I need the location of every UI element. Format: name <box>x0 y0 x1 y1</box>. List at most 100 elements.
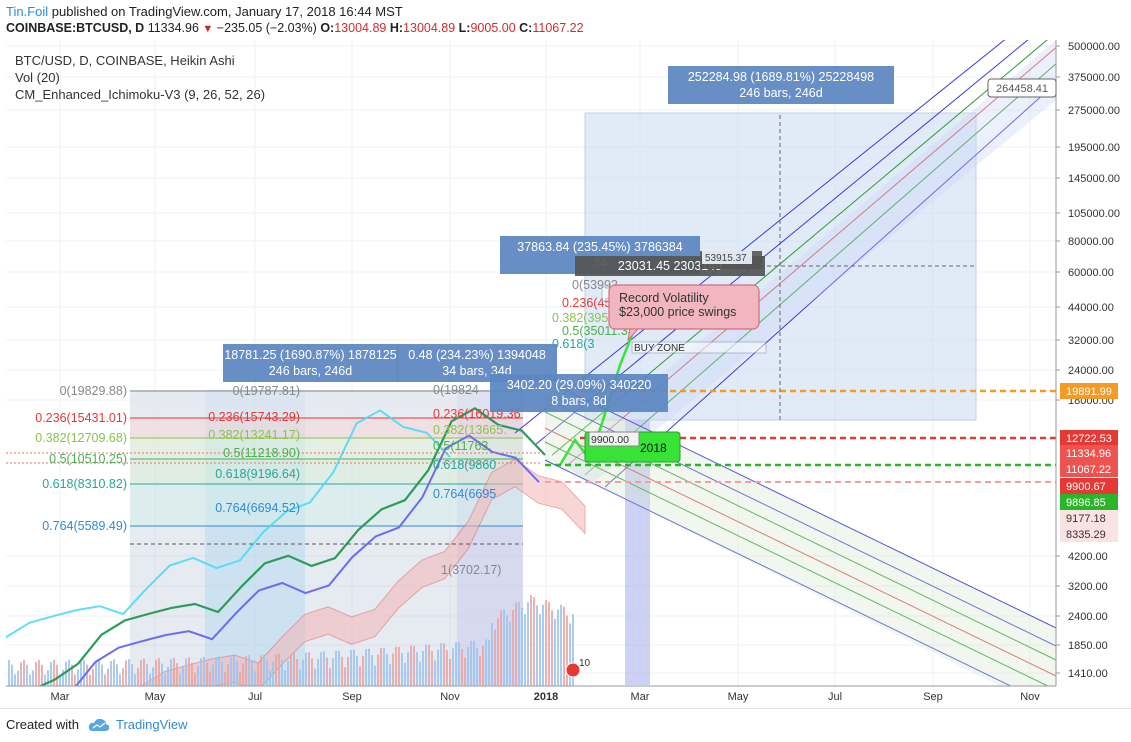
fib-mid-label: 0.764(6694.52) <box>215 501 300 515</box>
y-tick-label: 500000.00 <box>1068 41 1120 53</box>
volume-bar <box>176 663 178 686</box>
volume-bar <box>572 614 574 686</box>
volume-bar <box>461 648 463 686</box>
author-link[interactable]: Tin.Foil <box>6 4 49 19</box>
volume-bar <box>14 674 16 686</box>
callout-pointer <box>627 328 640 342</box>
price-label-text: 9900.67 <box>1066 481 1106 493</box>
footer: Created with TradingView <box>0 708 1131 742</box>
volume-bar <box>446 650 448 686</box>
volume-bar <box>263 654 265 686</box>
volume-bar <box>509 621 511 686</box>
change-value: −235.05 (−2.03%) <box>216 21 317 35</box>
volume-bar <box>119 674 121 686</box>
volume-bar <box>164 673 166 686</box>
y-tick-label: 1850.00 <box>1068 640 1108 652</box>
legend-indicator[interactable]: CM_Enhanced_Ichimoku-V3 (9, 26, 52, 26) <box>15 87 266 102</box>
volume-bar <box>569 623 571 686</box>
time-axis[interactable] <box>6 686 1130 708</box>
volume-bar <box>539 613 541 686</box>
fib-left-label: 0.382(12709.68) <box>35 431 127 445</box>
volume-bar <box>86 664 88 686</box>
volume-bar <box>383 647 385 686</box>
volume-bar <box>395 646 397 686</box>
created-with-label: Created with <box>6 717 79 732</box>
volume-bar <box>428 644 430 686</box>
price-label: 8335.29 <box>1060 526 1118 542</box>
chart-area[interactable]: 0(19829.88) 0.236(15431.01) 0.382(12709.68… <box>0 12 1130 742</box>
volume-bar <box>488 639 490 686</box>
volume-bar <box>233 655 235 686</box>
volume-bar <box>23 660 25 686</box>
volume-bar <box>128 658 130 686</box>
volume-bar <box>260 655 262 686</box>
volume-bar <box>116 664 118 686</box>
volume-bar <box>59 674 61 686</box>
volume-bar <box>320 651 322 686</box>
tradingview-logo-icon[interactable] <box>88 718 110 732</box>
volume-bar <box>221 661 223 686</box>
y-tick-label: 60000.00 <box>1068 267 1114 279</box>
volume-bar <box>20 662 22 686</box>
earnings-flag-icon[interactable] <box>565 662 581 678</box>
volume-bar <box>101 664 103 686</box>
volume-bar <box>308 652 310 686</box>
volume-bar <box>35 662 37 686</box>
fib-mid-label: 0(19787.81) <box>233 384 300 398</box>
volume-bar <box>365 649 367 686</box>
volume-bar <box>527 602 529 686</box>
price-chart[interactable]: 0(19829.88) 0.236(15431.01) 0.382(12709.68… <box>0 12 1130 742</box>
volume-bar <box>182 666 184 686</box>
volume-bar <box>44 674 46 686</box>
volume-bar <box>452 648 454 686</box>
price-label: 12722.53 <box>1060 430 1118 446</box>
price-label: 9900.67 <box>1060 478 1118 494</box>
legend-volume[interactable]: Vol (20) <box>15 70 60 85</box>
volume-bar <box>392 653 394 686</box>
volume-bar <box>173 657 175 686</box>
volume-bar <box>476 647 478 686</box>
volume-bar <box>293 653 295 686</box>
x-tick-label: Sep <box>342 691 362 703</box>
volume-bar <box>170 659 172 686</box>
pitchfork-up-line <box>514 12 1039 434</box>
volume-bar <box>137 667 139 686</box>
volume-bar <box>269 670 271 686</box>
price-label: 19891.99 <box>1060 383 1118 399</box>
volume-bar <box>368 648 370 686</box>
legend-symbol[interactable]: BTC/USD, D, COINBASE, Heikin Ashi <box>15 53 235 68</box>
volume-bar <box>497 617 499 686</box>
volume-bar <box>404 663 406 686</box>
small-box <box>702 251 752 264</box>
volume-bar <box>224 672 226 686</box>
volume-bar <box>458 642 460 686</box>
volume-bar <box>194 672 196 686</box>
buy-zone-label: BUY ZONE <box>634 343 685 354</box>
volume-bar <box>92 669 94 686</box>
volume-bar <box>140 660 142 686</box>
fib-mid-label: 0.618(9196.64) <box>215 467 300 481</box>
ohlc-line: COINBASE:BTCUSD, D 11334.96 ▼ −235.05 (−… <box>6 21 584 37</box>
volume-bar <box>209 672 211 686</box>
volume-bar <box>47 670 49 686</box>
volume-bar <box>125 660 127 686</box>
price-axis[interactable] <box>1056 40 1130 688</box>
volume-bar <box>548 602 550 686</box>
price-label-text: 9896.85 <box>1066 497 1106 509</box>
volume-bar <box>299 669 301 686</box>
fib-band <box>130 391 523 418</box>
x-tick-label: Nov <box>1020 691 1040 703</box>
volume-bar <box>134 674 136 686</box>
volume-bar <box>8 660 10 686</box>
pitchfork-up-line <box>604 66 1075 488</box>
pitchfork-down-line <box>544 441 1057 691</box>
volume-bar <box>500 610 502 686</box>
volume-bar <box>122 668 124 686</box>
y-tick-label: 32000.00 <box>1068 335 1114 347</box>
tradingview-link[interactable]: TradingView <box>116 717 188 732</box>
measure-label-line: 252284.98 (1689.81%) 25228498 <box>688 70 874 84</box>
volume-bar <box>215 657 217 686</box>
measure-label-box: 252284.98 (1689.81%) 25228498 246 bars, 2… <box>668 66 894 104</box>
y-tick-label: 24000.00 <box>1068 365 1114 377</box>
volume-bar <box>32 670 34 686</box>
